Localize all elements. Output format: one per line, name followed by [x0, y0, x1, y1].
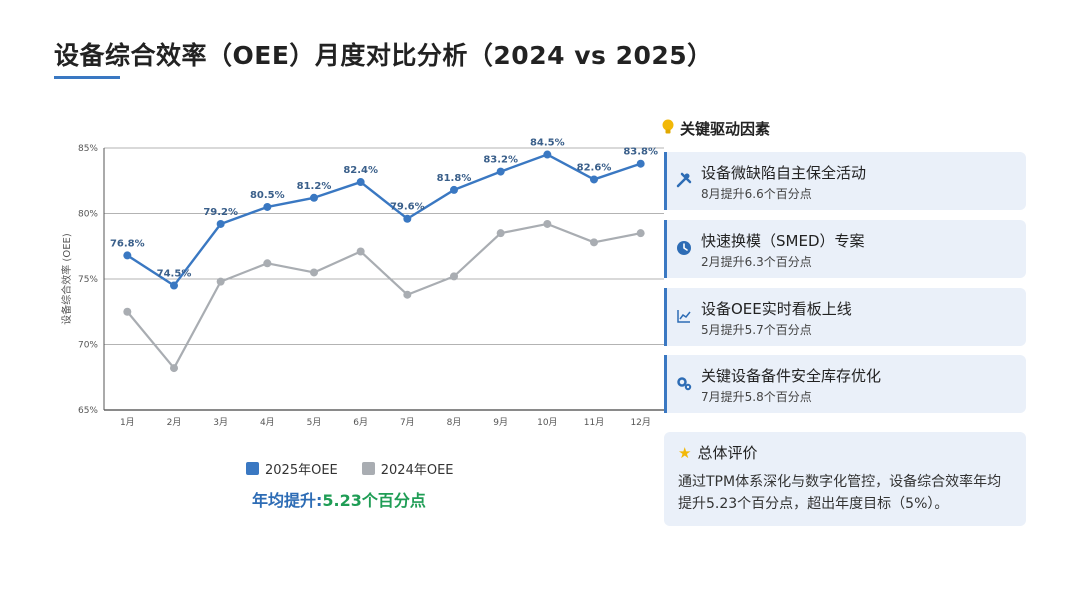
x-tick-label: 5月 [307, 417, 322, 428]
data-point-2024 [590, 238, 598, 247]
drivers-heading: 关键驱动因素 [662, 118, 770, 139]
x-tick-label: 12月 [630, 417, 650, 428]
chart-line-icon [676, 308, 692, 324]
lightbulb-icon [662, 119, 674, 139]
data-label: 81.2% [297, 181, 332, 192]
x-tick-label: 3月 [213, 417, 228, 428]
data-point-2025 [496, 167, 505, 176]
driver-card-3[interactable]: 设备OEE实时看板上线 5月提升5.7个百分点 [664, 288, 1026, 346]
driver-card-4[interactable]: 关键设备备件安全库存优化 7月提升5.8个百分点 [664, 355, 1026, 413]
average-value: 5.23个百分点 [322, 491, 426, 510]
y-tick-label: 70% [78, 341, 98, 351]
data-label: 80.5% [250, 190, 285, 201]
data-label: 84.5% [530, 138, 565, 149]
driver-title: 快速换模（SMED）专案 [701, 232, 865, 250]
summary-card: ★ 总体评价 通过TPM体系深化与数字化管控，设备综合效率年均提升5.23个百分… [664, 432, 1026, 526]
summary-body: 通过TPM体系深化与数字化管控，设备综合效率年均提升5.23个百分点，超出年度目… [678, 474, 1002, 512]
driver-subtitle: 5月提升5.7个百分点 [701, 323, 812, 337]
data-point-2025 [356, 178, 365, 187]
legend-swatch-2025 [246, 462, 259, 475]
x-tick-label: 2月 [167, 417, 182, 428]
driver-subtitle: 7月提升5.8个百分点 [701, 390, 812, 404]
page-title: 设备综合效率（OEE）月度对比分析（2024 vs 2025） [54, 41, 713, 70]
data-point-2024 [310, 268, 318, 277]
legend-item-2025[interactable]: 2025年OEE [246, 459, 338, 478]
average-improvement: 年均提升:5.23个百分点 [252, 487, 426, 511]
data-label: 82.4% [343, 165, 378, 176]
gears-icon [676, 375, 692, 391]
data-point-2024 [636, 229, 645, 238]
data-point-2024 [263, 259, 272, 268]
clock-icon [676, 240, 692, 256]
y-tick-label: 80% [78, 210, 98, 220]
data-label: 76.8% [110, 238, 145, 249]
data-label: 83.8% [623, 147, 658, 158]
driver-card-2[interactable]: 快速换模（SMED）专案 2月提升6.3个百分点 [664, 220, 1026, 278]
x-tick-label: 10月 [537, 417, 557, 428]
data-label: 83.2% [483, 155, 518, 166]
data-point-2025 [636, 159, 645, 168]
summary-heading: ★ 总体评价 [678, 442, 1012, 463]
data-point-2025 [590, 175, 598, 184]
driver-card-1[interactable]: 设备微缺陷自主保全活动 8月提升6.6个百分点 [664, 152, 1026, 210]
legend-item-2024[interactable]: 2024年OEE [361, 459, 454, 478]
data-point-2024 [170, 364, 178, 373]
data-point-2025 [170, 281, 178, 290]
legend-label-2024: 2024年OEE [380, 463, 454, 478]
x-tick-label: 11月 [584, 417, 604, 428]
y-tick-label: 75% [78, 275, 98, 285]
data-label: 79.2% [203, 207, 238, 218]
driver-title: 关键设备备件安全库存优化 [701, 367, 882, 385]
data-label: 81.8% [437, 173, 472, 184]
x-tick-label: 1月 [120, 417, 135, 428]
x-tick-label: 8月 [447, 417, 462, 428]
drivers-title: 关键驱动因素 [680, 120, 771, 138]
x-tick-label: 9月 [493, 417, 508, 428]
title-underline [54, 76, 120, 79]
chart-legend: 2025年OEE 2024年OEE [246, 459, 454, 478]
data-point-2025 [310, 193, 318, 202]
data-point-2025 [543, 150, 552, 159]
x-tick-label: 4月 [260, 417, 275, 428]
driver-title: 设备微缺陷自主保全活动 [701, 164, 867, 182]
data-point-2024 [450, 272, 458, 281]
data-point-2025 [450, 185, 458, 194]
y-axis-title: 设备综合效率 (OEE) [60, 233, 73, 325]
y-tick-label: 65% [78, 406, 98, 416]
data-point-2025 [263, 202, 272, 211]
series-line-2024 [126, 222, 641, 370]
average-label: 年均提升: [252, 491, 323, 510]
data-point-2024 [356, 247, 365, 256]
series-line-2025 [126, 153, 642, 287]
data-point-2025 [403, 214, 412, 223]
data-label: 79.6% [390, 202, 425, 213]
legend-label-2025: 2025年OEE [265, 463, 338, 478]
y-tick-label: 85% [78, 144, 98, 154]
data-label: 74.5% [157, 269, 192, 280]
driver-subtitle: 8月提升6.6个百分点 [701, 187, 812, 201]
star-icon: ★ [678, 443, 692, 462]
data-label: 82.6% [577, 162, 612, 173]
driver-title: 设备OEE实时看板上线 [701, 300, 852, 318]
summary-title: 总体评价 [697, 444, 758, 462]
data-point-2025 [216, 219, 225, 228]
legend-swatch-2024 [361, 462, 375, 475]
tools-icon [676, 172, 692, 188]
data-point-2025 [123, 251, 132, 260]
data-point-2024 [216, 277, 225, 286]
data-point-2024 [403, 290, 412, 299]
data-point-2024 [123, 307, 132, 316]
data-point-2024 [543, 219, 552, 228]
x-tick-label: 6月 [353, 417, 368, 428]
x-tick-label: 7月 [400, 417, 415, 428]
driver-subtitle: 2月提升6.3个百分点 [701, 255, 812, 269]
data-point-2024 [496, 229, 505, 238]
